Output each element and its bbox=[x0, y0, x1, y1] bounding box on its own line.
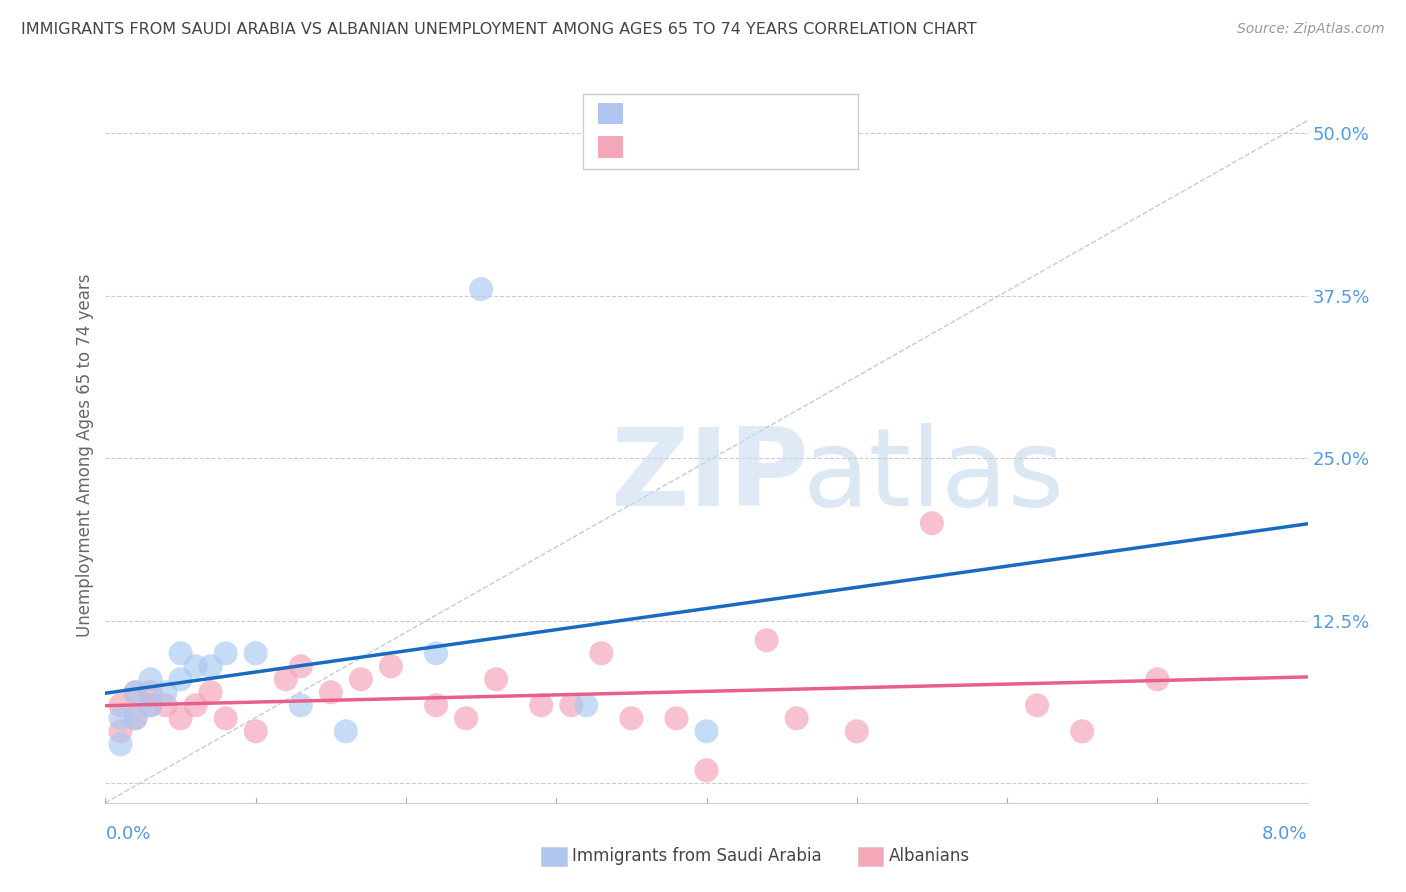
Point bbox=[124, 711, 146, 725]
Point bbox=[110, 711, 132, 725]
Text: N =: N = bbox=[731, 138, 770, 156]
Text: Source: ZipAtlas.com: Source: ZipAtlas.com bbox=[1237, 22, 1385, 37]
Point bbox=[454, 711, 477, 725]
Point bbox=[290, 659, 312, 673]
Point bbox=[184, 659, 207, 673]
Point bbox=[425, 698, 447, 713]
Point bbox=[124, 685, 146, 699]
Text: 0.144: 0.144 bbox=[668, 138, 724, 156]
Point bbox=[470, 282, 492, 296]
Text: R =: R = bbox=[633, 138, 672, 156]
Point bbox=[786, 711, 808, 725]
Point bbox=[110, 698, 132, 713]
Point bbox=[124, 711, 146, 725]
Point bbox=[319, 685, 342, 699]
Point bbox=[620, 711, 643, 725]
Point bbox=[380, 659, 402, 673]
Text: 0.0%: 0.0% bbox=[105, 825, 150, 843]
Point bbox=[335, 724, 357, 739]
Point bbox=[245, 646, 267, 660]
Text: 0.536: 0.536 bbox=[668, 104, 724, 122]
Point bbox=[245, 724, 267, 739]
Point bbox=[155, 685, 177, 699]
Text: Albanians: Albanians bbox=[889, 847, 970, 865]
Point bbox=[139, 672, 162, 686]
Point bbox=[560, 698, 582, 713]
Text: R =: R = bbox=[633, 104, 672, 122]
Point bbox=[425, 646, 447, 660]
Text: ZIP: ZIP bbox=[610, 423, 808, 529]
Point bbox=[755, 633, 778, 648]
Point bbox=[214, 646, 236, 660]
Text: 8.0%: 8.0% bbox=[1263, 825, 1308, 843]
Text: 19: 19 bbox=[766, 104, 792, 122]
Point bbox=[921, 516, 943, 531]
Point bbox=[696, 724, 718, 739]
Point bbox=[169, 672, 191, 686]
Point bbox=[110, 737, 132, 751]
Point bbox=[274, 672, 297, 686]
Point bbox=[696, 764, 718, 778]
Point bbox=[591, 646, 613, 660]
Point bbox=[139, 698, 162, 713]
Point bbox=[110, 724, 132, 739]
Point bbox=[1026, 698, 1049, 713]
Point bbox=[530, 698, 553, 713]
Point bbox=[169, 646, 191, 660]
Text: atlas: atlas bbox=[803, 423, 1064, 529]
Point bbox=[350, 672, 373, 686]
Point bbox=[139, 698, 162, 713]
Point bbox=[665, 711, 688, 725]
Text: Immigrants from Saudi Arabia: Immigrants from Saudi Arabia bbox=[572, 847, 823, 865]
Point bbox=[485, 672, 508, 686]
Point bbox=[575, 698, 598, 713]
Point bbox=[845, 724, 868, 739]
Text: N =: N = bbox=[731, 104, 770, 122]
Point bbox=[200, 659, 222, 673]
Text: 33: 33 bbox=[766, 138, 792, 156]
Point bbox=[290, 698, 312, 713]
Point bbox=[124, 685, 146, 699]
Y-axis label: Unemployment Among Ages 65 to 74 years: Unemployment Among Ages 65 to 74 years bbox=[76, 273, 94, 637]
Point bbox=[1071, 724, 1094, 739]
Point bbox=[155, 698, 177, 713]
Point bbox=[1146, 672, 1168, 686]
Text: IMMIGRANTS FROM SAUDI ARABIA VS ALBANIAN UNEMPLOYMENT AMONG AGES 65 TO 74 YEARS : IMMIGRANTS FROM SAUDI ARABIA VS ALBANIAN… bbox=[21, 22, 977, 37]
Point bbox=[169, 711, 191, 725]
Point bbox=[200, 685, 222, 699]
Point bbox=[139, 685, 162, 699]
Point bbox=[184, 698, 207, 713]
Point bbox=[214, 711, 236, 725]
